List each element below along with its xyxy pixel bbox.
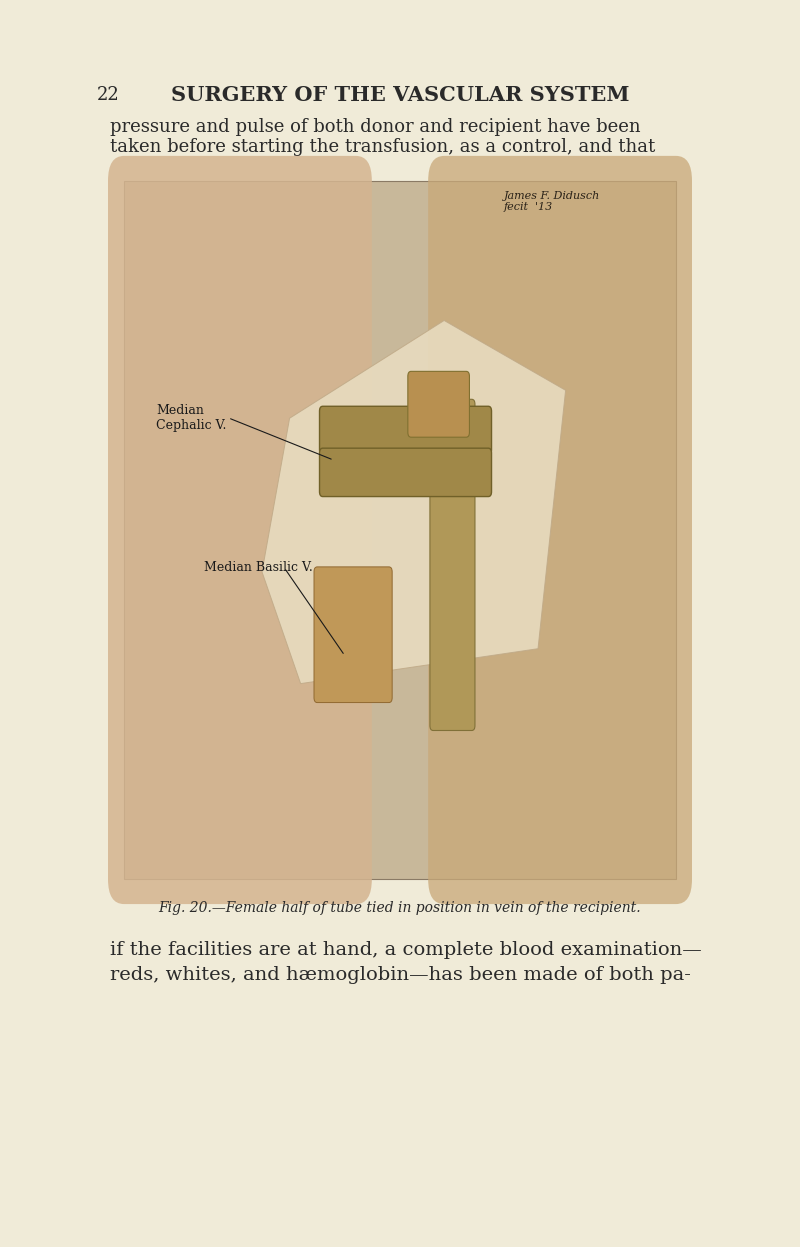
FancyBboxPatch shape (319, 448, 491, 496)
Text: reds, whites, and hæmoglobin—has been made of both pa-: reds, whites, and hæmoglobin—has been ma… (110, 966, 691, 984)
FancyBboxPatch shape (430, 399, 475, 731)
Text: SURGERY OF THE VASCULAR SYSTEM: SURGERY OF THE VASCULAR SYSTEM (170, 85, 630, 105)
Text: Median
Cephalic V.: Median Cephalic V. (156, 404, 226, 431)
Text: taken before starting the transfusion, as a control, and that: taken before starting the transfusion, a… (110, 138, 656, 156)
FancyBboxPatch shape (314, 567, 392, 702)
FancyBboxPatch shape (319, 407, 491, 455)
Text: Fig. 20.—Female half of tube tied in position in vein of the recipient.: Fig. 20.—Female half of tube tied in pos… (158, 900, 642, 915)
FancyBboxPatch shape (124, 181, 676, 879)
Text: if the facilities are at hand, a complete blood examination—: if the facilities are at hand, a complet… (110, 941, 702, 959)
Polygon shape (262, 320, 566, 683)
FancyBboxPatch shape (108, 156, 372, 904)
Text: 22: 22 (97, 86, 119, 104)
Text: pressure and pulse of both donor and recipient have been: pressure and pulse of both donor and rec… (110, 118, 641, 136)
FancyBboxPatch shape (428, 156, 692, 904)
Text: Median Basilic V.: Median Basilic V. (204, 561, 313, 574)
FancyBboxPatch shape (408, 372, 470, 438)
Text: James F. Didusch
fecit  '13: James F. Didusch fecit '13 (504, 191, 600, 212)
